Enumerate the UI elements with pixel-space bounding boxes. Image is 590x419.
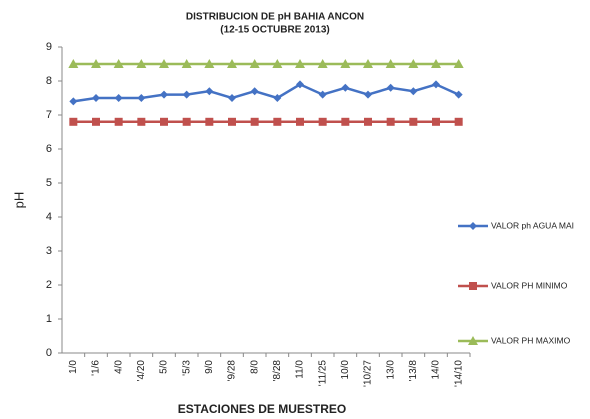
marker xyxy=(364,117,372,126)
marker xyxy=(69,97,78,106)
marker xyxy=(453,59,464,68)
x-tick-label: '4/20 xyxy=(136,360,147,382)
series-line xyxy=(73,82,460,103)
marker xyxy=(318,90,327,99)
x-tick-label: 11/0 xyxy=(295,360,306,379)
marker xyxy=(205,87,214,96)
y-tick-label: 2 xyxy=(46,279,52,291)
x-axis-label: ESTACIONES DE MUESTREO xyxy=(178,402,346,416)
x-tick-label: 9/0 xyxy=(204,360,215,374)
y-axis-label: pH xyxy=(11,192,26,209)
x-tick-label: 4/0 xyxy=(113,360,124,374)
marker xyxy=(137,94,146,102)
marker xyxy=(228,117,236,126)
legend-label: VALOR ph AGUA MAI xyxy=(491,220,574,230)
x-tick-label: '5/3 xyxy=(181,360,192,376)
marker xyxy=(341,117,350,126)
marker xyxy=(317,59,328,68)
y-tick-label: 4 xyxy=(46,211,52,223)
x-tick-label: 5/0 xyxy=(159,360,170,374)
y-tick-label: 6 xyxy=(46,143,52,155)
marker xyxy=(364,90,372,99)
legend-marker xyxy=(469,222,477,230)
marker xyxy=(432,117,440,126)
marker xyxy=(181,59,192,68)
marker xyxy=(136,59,147,68)
marker xyxy=(250,87,259,96)
x-tick-label: '10/27 xyxy=(363,360,374,387)
marker xyxy=(249,59,260,68)
y-tick-label: 5 xyxy=(46,177,52,189)
marker xyxy=(409,87,418,96)
marker xyxy=(296,80,304,89)
marker xyxy=(69,117,78,126)
x-tick-label: 1/0 xyxy=(68,360,79,374)
marker xyxy=(92,117,100,126)
marker xyxy=(160,117,168,126)
marker xyxy=(341,83,350,92)
x-tick-label: 13/0 xyxy=(385,360,396,380)
marker xyxy=(182,117,191,126)
legend-marker xyxy=(469,282,477,290)
y-tick-label: 3 xyxy=(46,245,52,257)
marker xyxy=(159,59,169,68)
x-tick-label: 10/0 xyxy=(340,360,351,380)
marker xyxy=(385,59,396,68)
marker xyxy=(68,59,79,68)
marker xyxy=(273,94,282,102)
marker xyxy=(431,59,441,68)
x-tick-label: '14/10 xyxy=(453,360,464,387)
marker xyxy=(91,59,101,68)
marker xyxy=(454,117,463,126)
x-tick-label: 14/0 xyxy=(431,360,442,380)
marker xyxy=(205,117,214,126)
legend-label: VALOR PH MAXIMO xyxy=(491,335,571,345)
x-tick-label: '11/25 xyxy=(317,360,328,387)
x-tick-label: '8/28 xyxy=(272,360,283,382)
marker xyxy=(318,117,327,126)
marker xyxy=(432,80,440,89)
chart-subtitle: (12-15 OCTUBRE 2013) xyxy=(220,25,329,36)
marker xyxy=(228,94,236,102)
marker xyxy=(227,59,237,68)
marker xyxy=(340,59,351,68)
y-tick-label: 9 xyxy=(46,41,52,53)
marker xyxy=(113,59,124,68)
marker xyxy=(204,59,215,68)
x-tick-label: '13/8 xyxy=(408,360,419,382)
marker xyxy=(114,117,123,126)
y-tick-label: 7 xyxy=(46,109,52,121)
x-tick-label: 8/0 xyxy=(249,360,260,374)
marker xyxy=(363,59,373,68)
legend-marker xyxy=(468,336,478,345)
marker xyxy=(386,117,395,126)
marker xyxy=(409,117,418,126)
marker xyxy=(160,90,168,99)
marker xyxy=(273,117,282,126)
marker xyxy=(137,117,146,126)
marker xyxy=(272,59,283,68)
marker xyxy=(114,94,123,102)
marker xyxy=(182,90,191,99)
x-tick-label: '9/28 xyxy=(227,360,238,382)
marker xyxy=(250,117,259,126)
x-tick-label: '1/6 xyxy=(91,360,102,376)
legend-label: VALOR PH MINIMO xyxy=(491,280,568,290)
marker xyxy=(92,94,100,102)
marker xyxy=(454,90,463,99)
y-tick-label: 0 xyxy=(46,347,52,359)
y-tick-label: 8 xyxy=(46,75,52,87)
marker xyxy=(408,59,419,68)
marker xyxy=(386,83,395,92)
y-tick-label: 1 xyxy=(46,313,52,325)
marker xyxy=(295,59,305,68)
marker xyxy=(296,117,304,126)
chart-title: DISTRIBUCION DE pH BAHIA ANCON xyxy=(186,12,364,23)
